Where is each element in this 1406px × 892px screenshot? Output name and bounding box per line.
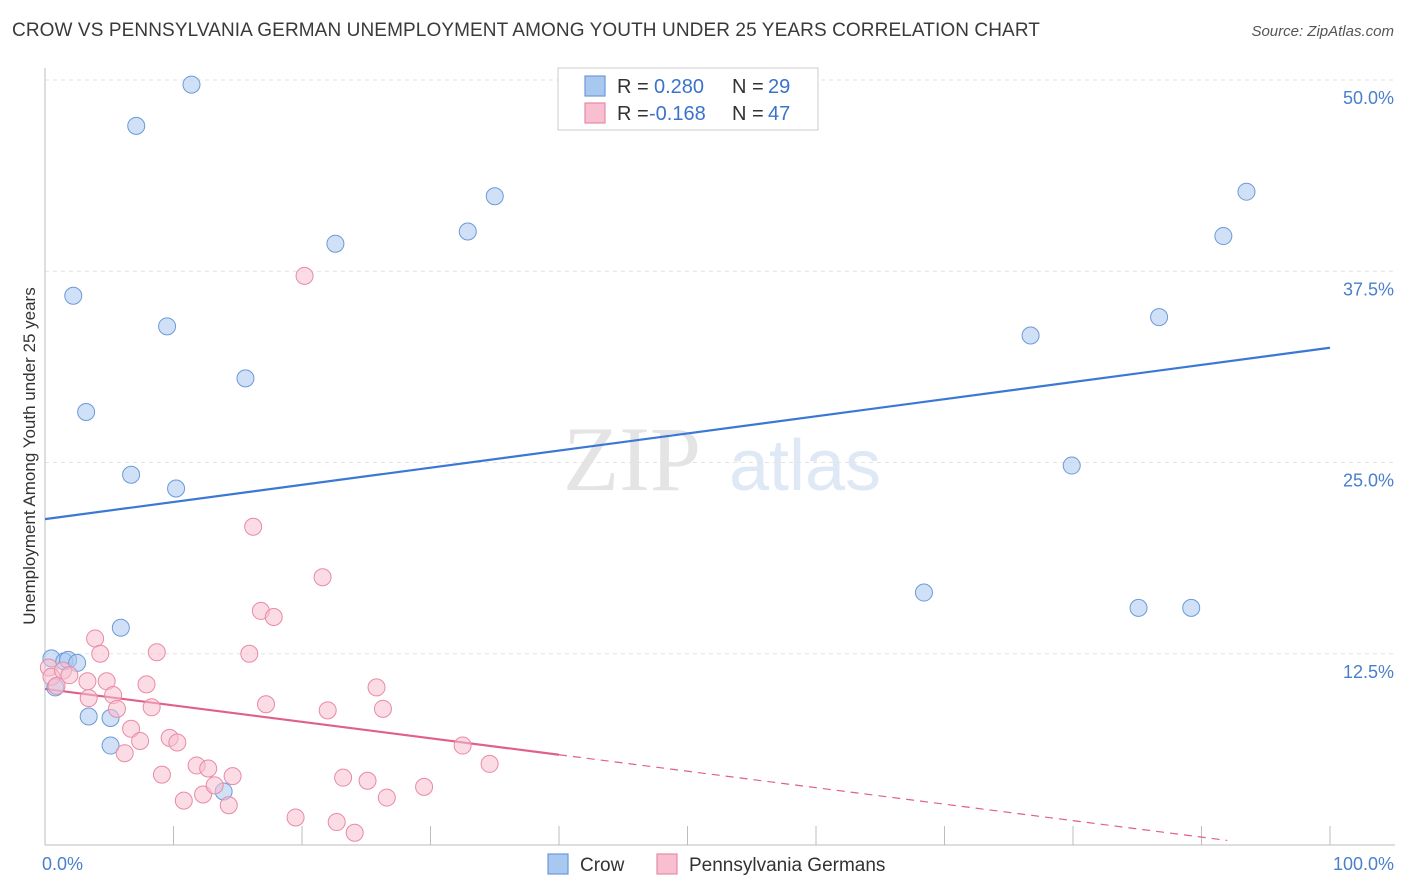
point-1-32 xyxy=(264,608,283,627)
point-0-10 xyxy=(111,618,130,637)
point-1-41 xyxy=(367,678,386,697)
point-1-43 xyxy=(377,788,396,807)
correlation-legend: R = 0.280 N = 29 R = -0.168 N = 47 xyxy=(557,67,819,131)
point-1-37 xyxy=(327,813,346,832)
y-tick-label-3: 50.0% xyxy=(1343,88,1394,108)
point-1-26 xyxy=(219,796,238,815)
legend-r-label-pa-germans: R = xyxy=(617,103,649,125)
point-0-4 xyxy=(64,286,83,305)
y-tick-label-2: 37.5% xyxy=(1343,279,1394,299)
point-1-46 xyxy=(480,754,499,773)
point-1-12 xyxy=(115,744,134,763)
legend-label-crow: Crow xyxy=(580,855,625,876)
y-axis-label: Unemployment Among Youth under 25 years xyxy=(20,287,39,624)
point-0-22 xyxy=(1021,326,1040,345)
point-0-19 xyxy=(458,222,477,241)
point-1-20 xyxy=(168,733,187,752)
point-0-20 xyxy=(485,187,504,206)
point-1-29 xyxy=(244,517,263,536)
point-1-7 xyxy=(86,629,105,648)
trend-line-0 xyxy=(44,346,1331,521)
y-tick-label-1: 25.0% xyxy=(1343,471,1394,491)
point-0-27 xyxy=(1214,227,1233,246)
point-0-24 xyxy=(1129,598,1148,617)
point-0-21 xyxy=(914,583,933,602)
point-1-15 xyxy=(137,675,156,694)
chart-title: CROW VS PENNSYLVANIA GERMAN UNEMPLOYMENT… xyxy=(12,20,1041,41)
trend-lines xyxy=(44,346,1331,842)
point-1-40 xyxy=(358,771,377,790)
legend-r-label-crow: R = xyxy=(617,76,649,98)
point-1-24 xyxy=(199,759,218,778)
point-1-35 xyxy=(313,568,332,587)
watermark-atlas: atlas xyxy=(729,426,881,506)
trend-line-1 xyxy=(44,687,560,756)
point-1-45 xyxy=(453,736,472,755)
point-1-6 xyxy=(79,689,98,708)
legend-n-label-pa-germans: N = xyxy=(732,103,764,125)
point-1-21 xyxy=(174,791,193,810)
trend-line-dashed-1 xyxy=(558,754,1228,842)
legend-n-label-crow: N = xyxy=(732,76,764,98)
point-0-14 xyxy=(167,479,186,498)
point-1-8 xyxy=(91,644,110,663)
point-0-17 xyxy=(236,369,255,388)
point-1-39 xyxy=(345,823,364,842)
axes xyxy=(44,68,1395,846)
point-1-28 xyxy=(240,644,259,663)
point-1-42 xyxy=(373,699,392,718)
x-tick-label-max: 100.0% xyxy=(1333,854,1394,874)
point-1-31 xyxy=(257,695,276,714)
point-1-36 xyxy=(318,701,337,720)
data-points xyxy=(39,75,1256,842)
legend-swatch-crow xyxy=(584,75,606,97)
point-1-34 xyxy=(295,266,314,285)
legend-r-value-pa-germans: -0.168 xyxy=(649,103,706,125)
point-1-2 xyxy=(47,676,66,695)
point-0-7 xyxy=(79,707,98,726)
point-1-14 xyxy=(131,731,150,750)
x-tick-label-min: 0.0% xyxy=(42,854,83,874)
legend-r-value-crow: 0.280 xyxy=(654,76,704,98)
point-1-17 xyxy=(147,643,166,662)
point-0-18 xyxy=(326,234,345,253)
source-label: Source: ZipAtlas.com xyxy=(1251,23,1394,40)
point-0-11 xyxy=(122,465,141,484)
point-1-11 xyxy=(107,699,126,718)
point-1-27 xyxy=(223,767,242,786)
point-1-44 xyxy=(415,777,434,796)
legend-swatch-pa-germans-bottom xyxy=(656,853,678,875)
point-0-28 xyxy=(1237,182,1256,201)
legend-swatch-crow-bottom xyxy=(547,853,569,875)
series-legend: Crow Pennsylvania Germans xyxy=(547,853,885,876)
point-1-25 xyxy=(205,776,224,795)
y-tick-labels: 12.5% 25.0% 37.5% 50.0% xyxy=(1343,88,1394,682)
point-1-38 xyxy=(334,768,353,787)
point-1-33 xyxy=(286,808,305,827)
point-0-25 xyxy=(1150,308,1169,327)
point-1-18 xyxy=(152,765,171,784)
point-1-4 xyxy=(60,666,79,685)
legend-swatch-pa-germans xyxy=(584,102,606,124)
point-0-26 xyxy=(1182,598,1201,617)
y-tick-label-0: 12.5% xyxy=(1343,662,1394,682)
point-0-13 xyxy=(158,317,177,336)
point-1-13 xyxy=(122,719,141,738)
watermark-zip: ZIP xyxy=(563,408,701,510)
point-0-23 xyxy=(1062,456,1081,475)
point-0-12 xyxy=(127,116,146,135)
point-1-5 xyxy=(78,672,97,691)
point-0-9 xyxy=(101,736,120,755)
point-0-6 xyxy=(77,403,96,422)
series-1 xyxy=(39,266,499,842)
legend-n-value-crow: 29 xyxy=(768,76,790,98)
point-1-16 xyxy=(142,698,161,717)
legend-n-value-pa-germans: 47 xyxy=(768,103,790,125)
legend-label-pa-germans: Pennsylvania Germans xyxy=(689,855,885,876)
point-0-15 xyxy=(182,75,201,94)
